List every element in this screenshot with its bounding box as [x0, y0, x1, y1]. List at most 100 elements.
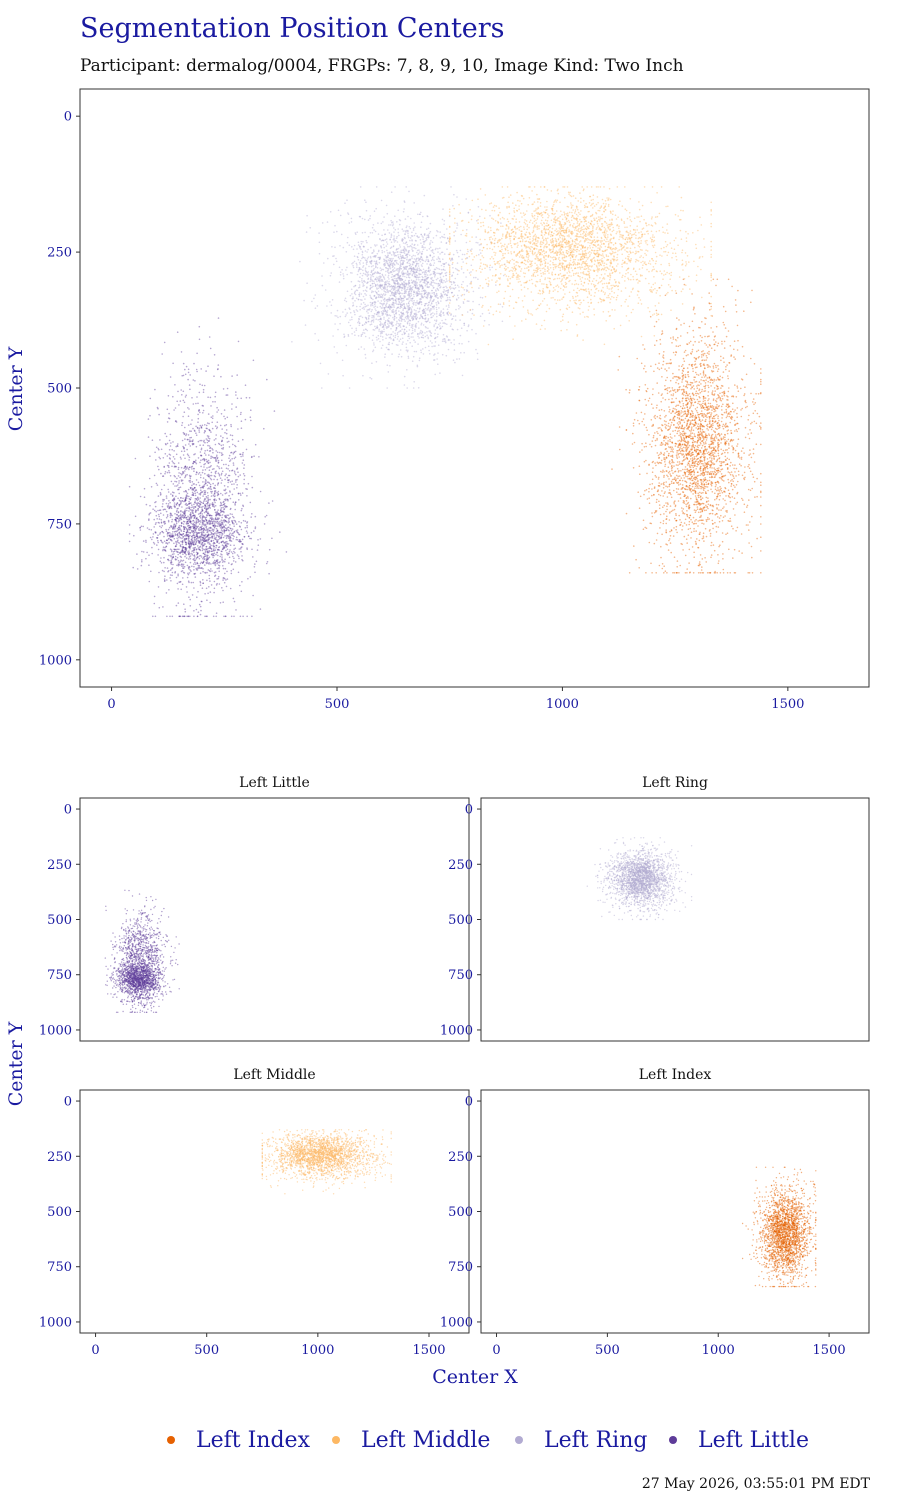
point	[435, 320, 438, 323]
point	[216, 582, 218, 585]
point	[435, 296, 438, 298]
point	[181, 537, 183, 540]
point	[370, 277, 372, 280]
point	[193, 526, 195, 528]
point	[197, 496, 199, 499]
point	[198, 555, 201, 557]
point	[416, 300, 418, 302]
point	[173, 537, 176, 540]
point	[189, 615, 191, 618]
point	[186, 504, 189, 506]
point	[207, 569, 210, 571]
point	[195, 489, 198, 491]
point	[193, 461, 195, 463]
point	[193, 563, 195, 565]
point	[195, 608, 198, 611]
point	[165, 542, 167, 544]
point	[180, 518, 183, 521]
point	[259, 490, 262, 493]
point	[393, 237, 395, 239]
point	[199, 567, 201, 569]
point	[398, 269, 401, 271]
point	[150, 486, 153, 488]
point	[206, 615, 208, 618]
point	[182, 514, 185, 517]
point	[353, 331, 356, 333]
point	[184, 550, 187, 553]
point	[204, 497, 206, 500]
point	[364, 218, 366, 221]
point	[152, 541, 155, 544]
point	[128, 485, 131, 488]
point	[439, 322, 442, 324]
point	[237, 532, 240, 534]
point	[433, 345, 435, 347]
point	[193, 517, 196, 519]
point	[226, 540, 228, 543]
point	[408, 337, 411, 340]
point	[463, 289, 466, 291]
point	[175, 558, 178, 561]
point	[188, 537, 190, 539]
point	[369, 288, 372, 290]
point	[173, 450, 175, 452]
point	[186, 534, 189, 537]
point	[190, 516, 193, 519]
point	[323, 262, 325, 264]
point	[321, 284, 324, 287]
point	[227, 468, 229, 470]
point	[199, 605, 202, 608]
point	[167, 505, 170, 507]
point	[191, 397, 193, 399]
point	[225, 515, 227, 518]
point	[223, 500, 225, 503]
point	[364, 298, 366, 300]
point	[171, 574, 173, 577]
point	[407, 274, 410, 277]
point	[348, 387, 351, 389]
point	[333, 231, 335, 233]
point	[171, 494, 174, 497]
point	[381, 274, 384, 277]
point	[229, 460, 231, 463]
point	[154, 501, 156, 504]
point	[467, 250, 469, 253]
point	[156, 518, 158, 520]
point	[195, 497, 198, 500]
point	[499, 303, 502, 306]
point	[207, 437, 210, 439]
point	[365, 317, 368, 319]
point	[166, 579, 168, 581]
point	[175, 519, 177, 522]
point	[238, 533, 241, 536]
point	[321, 222, 324, 224]
point	[167, 506, 169, 509]
point	[361, 253, 364, 256]
point	[362, 240, 364, 243]
point	[191, 538, 193, 541]
point	[359, 272, 362, 275]
point	[228, 520, 230, 522]
point	[220, 529, 223, 531]
point	[175, 576, 178, 579]
point	[395, 287, 397, 289]
point	[175, 421, 178, 423]
point	[413, 381, 416, 383]
point	[154, 531, 156, 533]
point	[160, 472, 162, 475]
point	[318, 252, 321, 255]
point	[396, 241, 399, 243]
point	[367, 248, 369, 251]
point	[188, 503, 190, 505]
point	[170, 512, 172, 515]
point	[209, 580, 211, 582]
point	[197, 502, 199, 504]
point	[244, 527, 247, 529]
point	[201, 384, 204, 387]
point	[148, 528, 150, 531]
point	[178, 561, 180, 564]
point	[443, 340, 446, 343]
point	[479, 315, 482, 318]
point	[182, 454, 185, 456]
point	[452, 253, 455, 256]
